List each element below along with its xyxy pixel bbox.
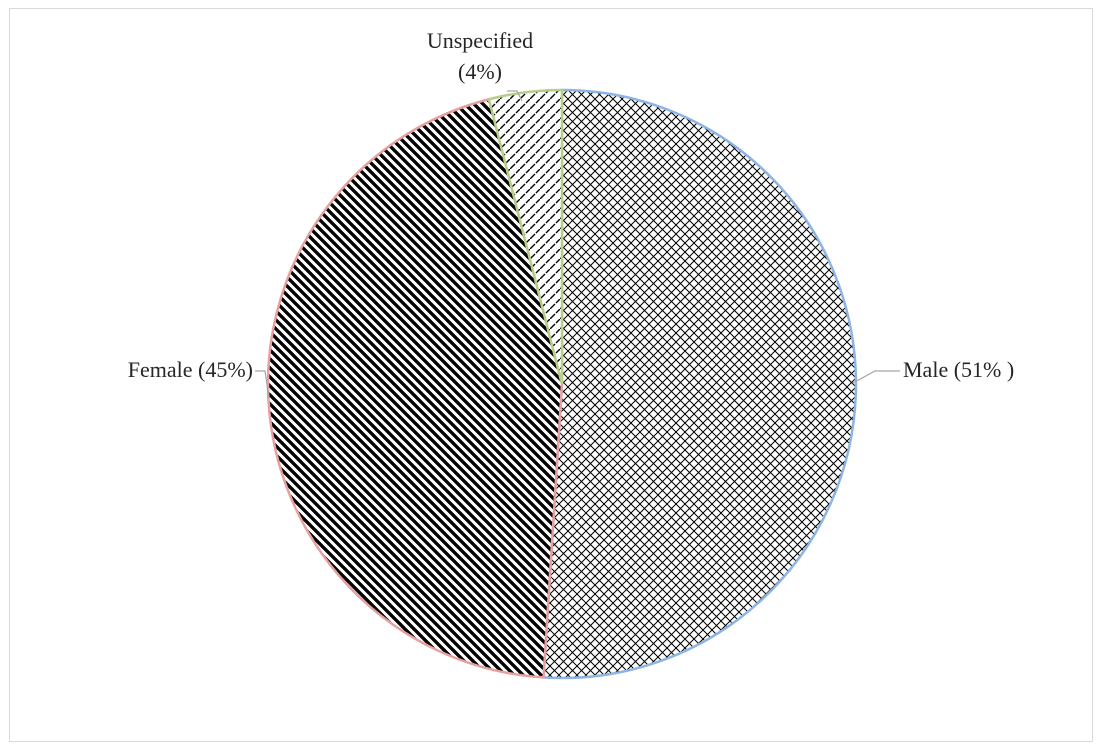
pie-slice-male: [542, 88, 858, 680]
slice-label-line: (4%): [458, 59, 502, 84]
leader-line-unspecified: [507, 90, 523, 102]
slice-label-male: Male (51% ): [903, 357, 1014, 382]
leader-line-male: [852, 370, 900, 384]
leader-line-female: [255, 370, 270, 399]
slices-layer: [266, 88, 858, 680]
pie-slice-unspecified: [487, 88, 564, 385]
slice-label-line: Male (51% ): [903, 357, 1014, 382]
slice-label-unspecified: Unspecified (4%): [427, 28, 533, 84]
slice-labels-layer: Male (51% ) Female (45%) Unspecified (4%): [128, 28, 1014, 382]
chart-area: Male (51% ) Female (45%) Unspecified (4%): [9, 8, 1093, 742]
pie-chart: Male (51% ) Female (45%) Unspecified (4%): [128, 28, 1014, 680]
pie-slice-female: [266, 97, 564, 679]
slice-label-line: Female (45%): [128, 357, 253, 382]
leader-lines-layer: [255, 90, 900, 399]
slice-label-female: Female (45%): [128, 357, 253, 382]
slice-label-line: Unspecified: [427, 28, 533, 53]
